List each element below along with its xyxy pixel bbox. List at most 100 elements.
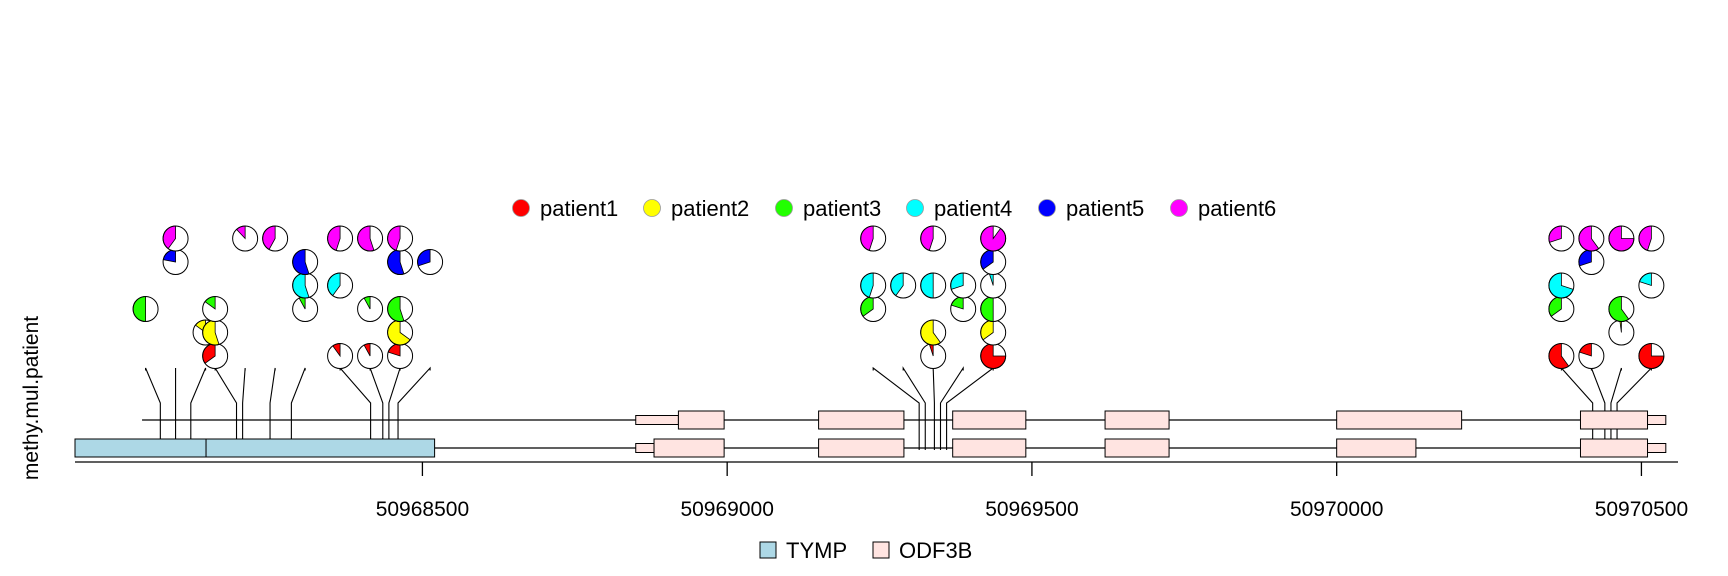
lollipop-stem <box>242 367 246 450</box>
methylation-pie-patient5 <box>162 249 189 275</box>
legend-item-patient2: patient2 <box>643 196 749 221</box>
lollipop-stem <box>872 366 920 450</box>
exon-box <box>1104 438 1170 458</box>
legend-item-patient3: patient3 <box>775 196 881 221</box>
methylation-pie-patient2 <box>980 319 1007 346</box>
legend-swatch <box>643 199 661 217</box>
exon-box <box>653 438 725 458</box>
methylation-pie-patient3 <box>1548 296 1575 322</box>
lollipop-stem <box>939 366 964 450</box>
legend-label: patient4 <box>934 196 1012 221</box>
methylation-pie-patient6 <box>920 225 947 252</box>
methylation-pie-patient6 <box>1548 225 1575 252</box>
stems <box>145 366 1652 450</box>
exon-box <box>1336 410 1463 430</box>
methylation-pie-patient4 <box>292 272 319 299</box>
methylation-pie-patient4 <box>950 272 977 299</box>
methylation-pie-patient1 <box>920 343 947 369</box>
methylation-pie-patient1 <box>1638 343 1665 369</box>
legend-swatch <box>1038 199 1056 217</box>
lollipop-stem <box>388 367 401 450</box>
methylation-pie-patient6 <box>387 225 414 252</box>
x-tick-label: 50968500 <box>376 498 469 521</box>
lollipop-stem <box>145 367 161 450</box>
legend-swatch <box>906 199 924 217</box>
methylation-pie-patient1 <box>1578 343 1605 369</box>
legend-label: patient3 <box>803 196 881 221</box>
x-tick-label: 50969000 <box>680 498 773 521</box>
legend-swatch <box>512 199 530 217</box>
exon-box <box>1647 443 1667 453</box>
methylation-pie-patient4 <box>980 272 1007 299</box>
methylation-pie-patient3 <box>292 296 319 322</box>
gene-legend: TYMP ODF3B <box>759 538 972 563</box>
patient-legend: patient1 patient2 patient3 patient4 patient5… <box>512 196 1276 221</box>
lollipop-stem <box>902 366 926 450</box>
legend-swatch <box>775 199 793 217</box>
exon-box <box>1336 438 1417 458</box>
methylation-pie-patient1 <box>980 343 1007 369</box>
legend-swatch <box>1170 199 1188 217</box>
methylation-pie-patient2 <box>202 319 229 346</box>
exon-box <box>1104 410 1170 430</box>
methylation-pie-patient2 <box>1608 319 1635 346</box>
legend-item-TYMP: TYMP <box>759 538 847 563</box>
methylation-pie-patient4 <box>1548 272 1575 299</box>
lollipop-stem <box>290 367 306 450</box>
x-tick-label: 50970500 <box>1595 498 1688 521</box>
exon-box <box>818 410 905 430</box>
methylation-pie-patient6 <box>327 225 354 252</box>
methylation-pie-patient2 <box>387 319 414 346</box>
methylation-pie-patient4 <box>1638 272 1665 299</box>
legend-item-patient4: patient4 <box>906 196 1012 221</box>
legend-item-patient1: patient1 <box>512 196 618 221</box>
x-axis: 50968500 50969000 50969500 50970000 50970500 <box>75 461 1688 521</box>
exon-box <box>818 438 905 458</box>
methylation-pie-patient2 <box>920 319 947 346</box>
methylation-pie-patient4 <box>890 272 917 299</box>
methylation-pie-patient5 <box>417 249 444 275</box>
methylation-pie-patient6 <box>1578 225 1605 252</box>
methylation-pie-patient1 <box>357 343 384 369</box>
exon-box <box>952 410 1027 430</box>
legend-item-ODF3B: ODF3B <box>872 538 972 563</box>
methylation-pie-patient6 <box>262 225 289 252</box>
lollipop-stem <box>397 366 431 450</box>
methylation-pie-patient5 <box>292 249 319 275</box>
methylation-pie-patient6 <box>1608 225 1635 252</box>
methylation-pie-patient3 <box>132 296 159 322</box>
methylation-pie-patient5 <box>1578 249 1605 275</box>
legend-item-patient5: patient5 <box>1038 196 1144 221</box>
methylation-pie-patient4 <box>860 272 887 299</box>
methylation-pie-patient1 <box>202 343 229 369</box>
exon-box <box>1579 438 1649 458</box>
legend-swatch <box>759 541 777 559</box>
exon-box <box>952 438 1027 458</box>
lollipop-stem <box>369 367 384 450</box>
methylation-pie-patient3 <box>387 296 414 322</box>
exon-box <box>74 438 207 458</box>
methylation-pies <box>132 225 1665 369</box>
methylation-pie-patient6 <box>1638 225 1665 252</box>
legend-label: ODF3B <box>899 538 972 563</box>
legend-label: patient1 <box>540 196 618 221</box>
exon-box <box>1579 410 1649 430</box>
exon-box <box>677 410 725 430</box>
methylation-pie-patient5 <box>980 249 1007 275</box>
methylation-pie-patient4 <box>327 272 354 299</box>
exon-box <box>635 443 655 453</box>
legend-label: patient2 <box>671 196 749 221</box>
methylation-pie-patient6 <box>162 225 189 252</box>
lollipop-stem <box>269 367 276 450</box>
methylation-pie-patient1 <box>1548 343 1575 369</box>
lollipop-stem <box>339 366 372 450</box>
methylation-pie-patient4 <box>920 272 947 299</box>
exon-box <box>635 415 679 425</box>
lollipop-stem <box>946 366 994 450</box>
legend-label: patient5 <box>1066 196 1144 221</box>
legend-swatch <box>872 541 890 559</box>
lollipop-stem <box>214 366 238 450</box>
legend-label: TYMP <box>786 538 847 563</box>
methylation-pie-patient1 <box>327 343 354 369</box>
